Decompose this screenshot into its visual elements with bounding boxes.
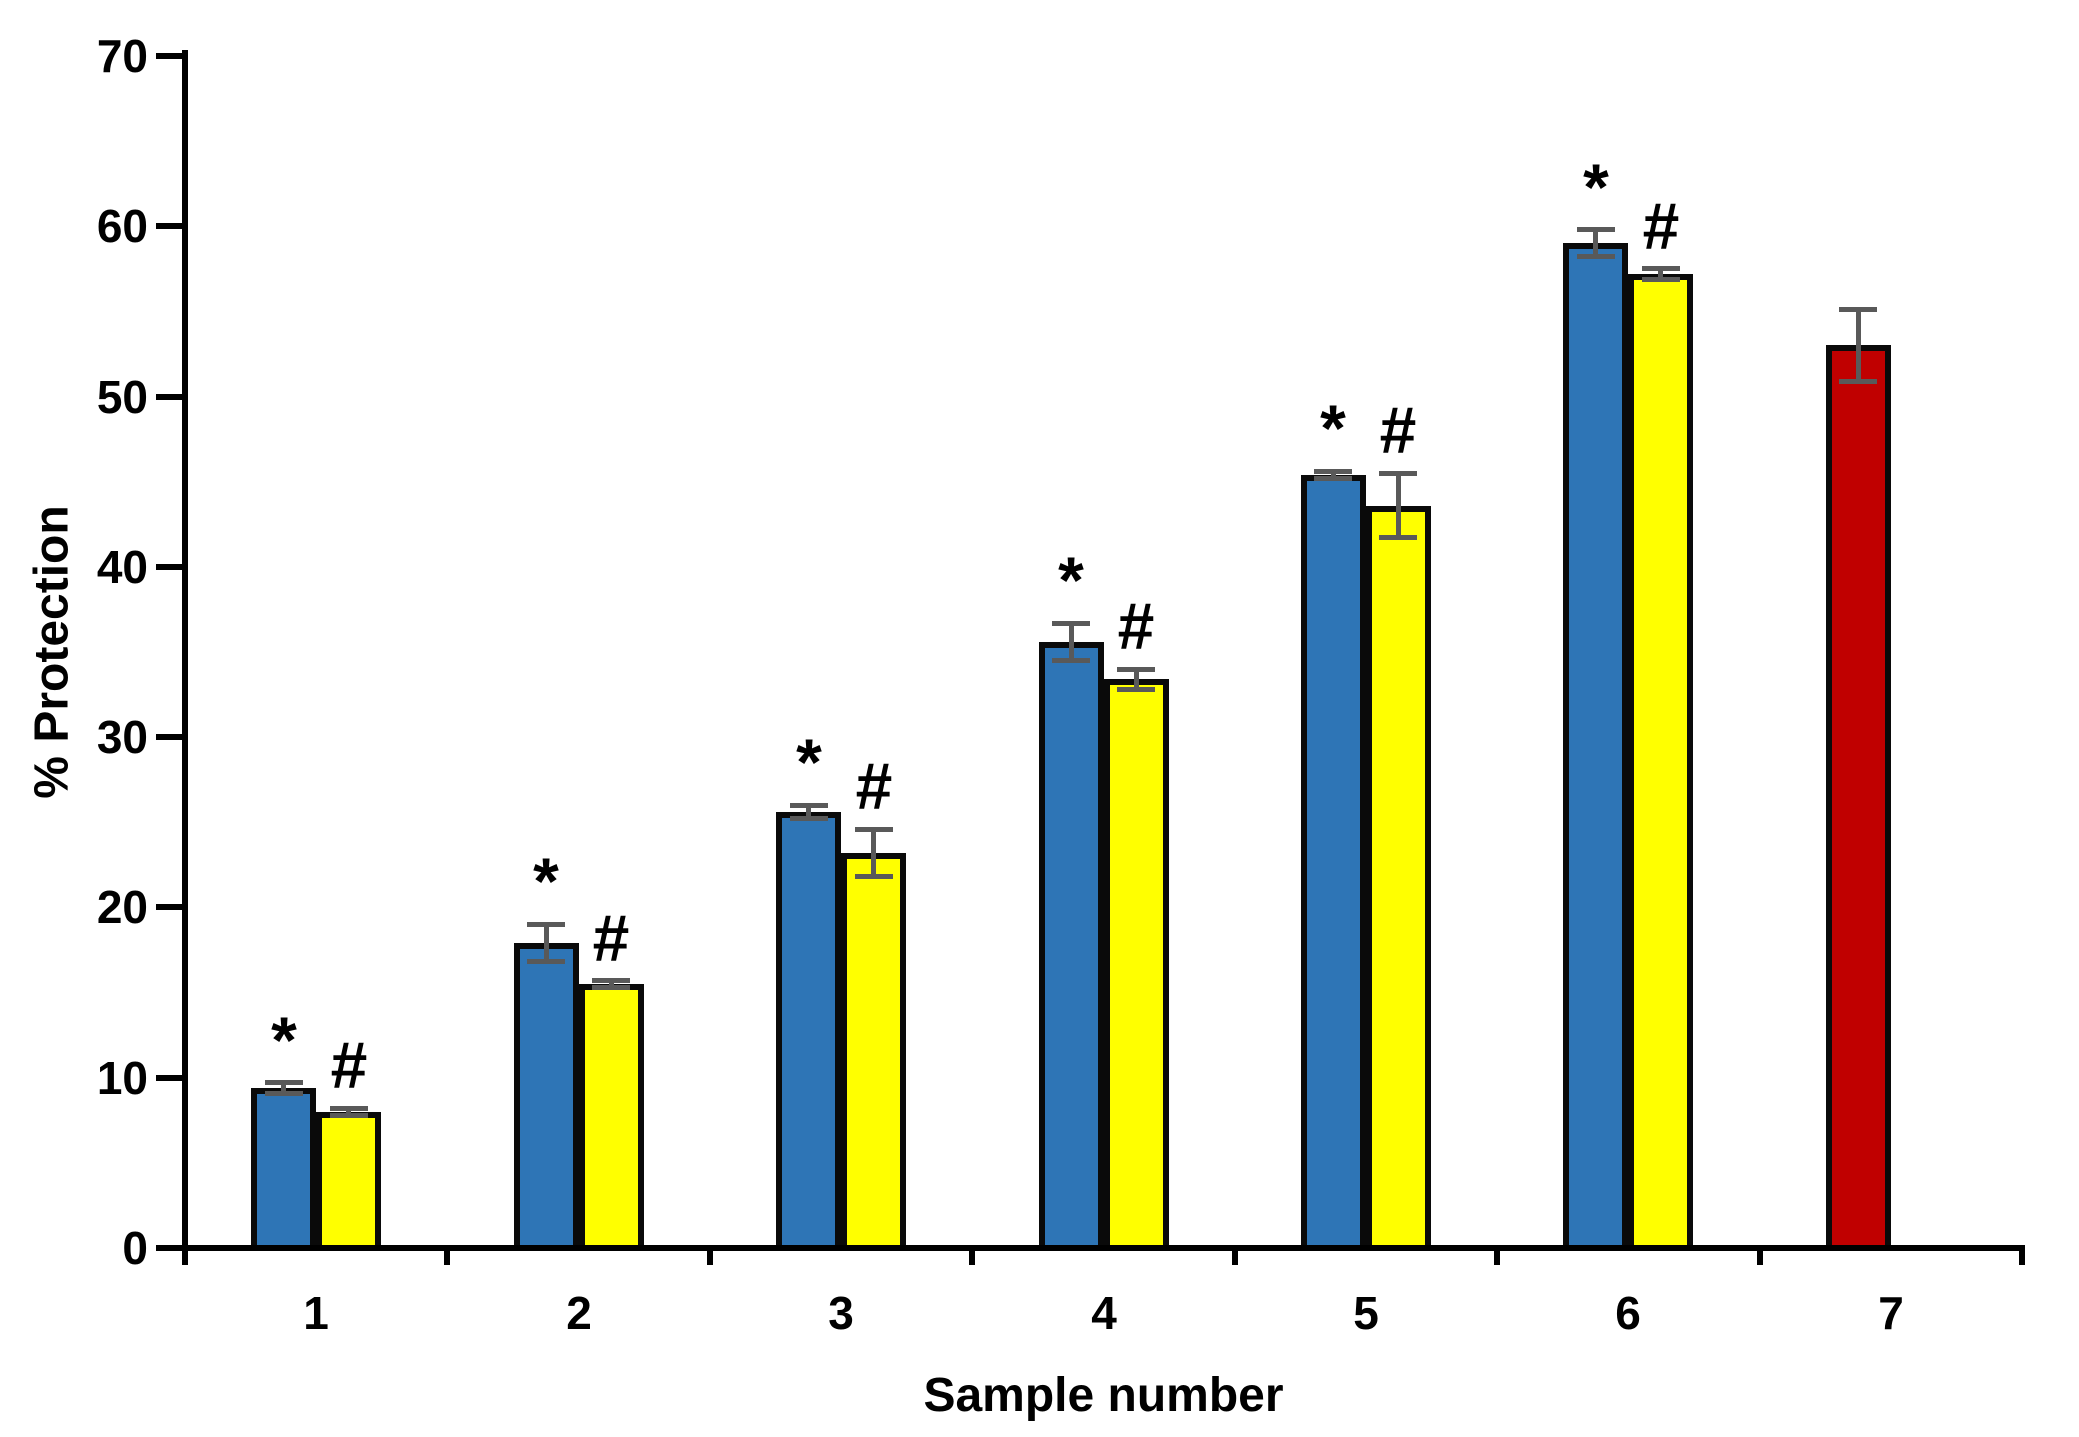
error-bar-cap-top bbox=[1642, 266, 1680, 271]
error-bar-cap-top bbox=[1052, 621, 1090, 626]
significance-hash: # bbox=[1117, 589, 1155, 663]
bar-red-sample-7 bbox=[1826, 345, 1891, 1248]
x-tick bbox=[444, 1248, 450, 1265]
error-bar-line bbox=[1069, 623, 1074, 660]
error-bar-cap-bottom bbox=[1314, 476, 1352, 481]
error-bar-cap-top bbox=[1379, 471, 1417, 476]
y-axis-line bbox=[182, 50, 188, 1265]
bar-yellow-sample-1 bbox=[316, 1112, 381, 1248]
x-tick bbox=[969, 1248, 975, 1265]
significance-hash: # bbox=[330, 1028, 368, 1102]
error-bar-cap-bottom bbox=[265, 1091, 303, 1096]
error-bar-cap-bottom bbox=[1642, 277, 1680, 282]
error-bar-cap-bottom bbox=[1839, 379, 1877, 384]
error-bar-cap-top bbox=[1314, 469, 1352, 474]
x-tick-label: 6 bbox=[1615, 1287, 1641, 1339]
error-bar-cap-top bbox=[527, 922, 565, 927]
y-tick bbox=[156, 904, 182, 910]
error-bar-cap-bottom bbox=[855, 874, 893, 879]
error-bar-cap-top bbox=[1117, 667, 1155, 672]
error-bar-cap-bottom bbox=[330, 1113, 368, 1118]
y-tick-label: 20 bbox=[96, 881, 148, 933]
y-tick-label: 40 bbox=[96, 541, 148, 593]
error-bar-cap-bottom bbox=[527, 959, 565, 964]
error-bar-cap-top bbox=[855, 827, 893, 832]
error-bar-cap-bottom bbox=[1379, 535, 1417, 540]
significance-asterisk: * bbox=[533, 844, 559, 918]
x-axis-title: Sample number bbox=[923, 1369, 1284, 1422]
x-tick-label: 1 bbox=[303, 1287, 329, 1339]
error-bar-cap-top bbox=[1839, 307, 1877, 312]
x-tick-label: 7 bbox=[1878, 1287, 1904, 1339]
error-bar-line bbox=[346, 1108, 351, 1115]
x-tick bbox=[1757, 1248, 1763, 1265]
bar-blue-sample-3 bbox=[776, 812, 841, 1248]
x-tick-label: 4 bbox=[1091, 1287, 1117, 1339]
significance-hash: # bbox=[592, 901, 630, 975]
error-bar-line bbox=[1658, 269, 1663, 279]
y-tick-label: 60 bbox=[96, 200, 148, 252]
significance-asterisk: * bbox=[1320, 391, 1346, 465]
error-bar-cap-bottom bbox=[1577, 254, 1615, 259]
y-tick bbox=[156, 1245, 182, 1251]
bar-blue-sample-6 bbox=[1563, 243, 1628, 1248]
error-bar-line bbox=[1856, 310, 1861, 382]
error-bar-cap-top bbox=[1577, 227, 1615, 232]
x-tick-label: 2 bbox=[566, 1287, 592, 1339]
error-bar-line bbox=[1134, 669, 1139, 689]
error-bar-cap-bottom bbox=[1117, 687, 1155, 692]
x-tick bbox=[182, 1248, 188, 1265]
bar-yellow-sample-6 bbox=[1628, 274, 1693, 1248]
bar-blue-sample-1 bbox=[251, 1088, 316, 1248]
error-bar-line bbox=[609, 981, 614, 988]
significance-asterisk: * bbox=[271, 1003, 297, 1077]
y-tick bbox=[156, 734, 182, 740]
bar-blue-sample-2 bbox=[514, 943, 579, 1248]
bar-blue-sample-5 bbox=[1301, 475, 1366, 1248]
error-bar-line bbox=[871, 829, 876, 877]
y-tick bbox=[156, 394, 182, 400]
y-tick bbox=[156, 53, 182, 59]
x-tick bbox=[1232, 1248, 1238, 1265]
significance-hash: # bbox=[1642, 189, 1680, 263]
error-bar-cap-top bbox=[592, 978, 630, 983]
x-tick bbox=[707, 1248, 713, 1265]
error-bar-line bbox=[1396, 473, 1401, 538]
error-bar-cap-bottom bbox=[790, 816, 828, 821]
y-tick bbox=[156, 564, 182, 570]
y-tick-label: 50 bbox=[96, 371, 148, 423]
bar-yellow-sample-2 bbox=[579, 984, 644, 1248]
bar-yellow-sample-3 bbox=[841, 853, 906, 1248]
x-tick-label: 5 bbox=[1353, 1287, 1379, 1339]
significance-hash: # bbox=[855, 749, 893, 823]
y-tick-label: 10 bbox=[96, 1052, 148, 1104]
y-tick-label: 0 bbox=[122, 1222, 148, 1274]
y-tick bbox=[156, 223, 182, 229]
significance-asterisk: * bbox=[796, 725, 822, 799]
error-bar-cap-bottom bbox=[592, 985, 630, 990]
significance-asterisk: * bbox=[1583, 150, 1609, 224]
error-bar-cap-top bbox=[265, 1080, 303, 1085]
error-bar-line bbox=[1593, 230, 1598, 257]
error-bar-line bbox=[281, 1083, 286, 1093]
x-tick bbox=[2019, 1248, 2025, 1265]
y-tick bbox=[156, 1075, 182, 1081]
bar-yellow-sample-4 bbox=[1104, 679, 1169, 1248]
error-bar-cap-top bbox=[330, 1106, 368, 1111]
bar-blue-sample-4 bbox=[1039, 642, 1104, 1248]
bar-yellow-sample-5 bbox=[1366, 506, 1431, 1248]
x-axis-line bbox=[182, 1245, 2025, 1251]
error-bar-cap-top bbox=[790, 803, 828, 808]
error-bar-line bbox=[1331, 471, 1336, 478]
significance-hash: # bbox=[1379, 393, 1417, 467]
error-bar-cap-bottom bbox=[1052, 658, 1090, 663]
significance-asterisk: * bbox=[1058, 543, 1084, 617]
x-tick bbox=[1494, 1248, 1500, 1265]
y-tick-label: 30 bbox=[96, 711, 148, 763]
y-tick-label: 70 bbox=[96, 30, 148, 82]
x-tick-label: 3 bbox=[828, 1287, 854, 1339]
error-bar-line bbox=[806, 805, 811, 819]
error-bar-line bbox=[544, 924, 549, 961]
